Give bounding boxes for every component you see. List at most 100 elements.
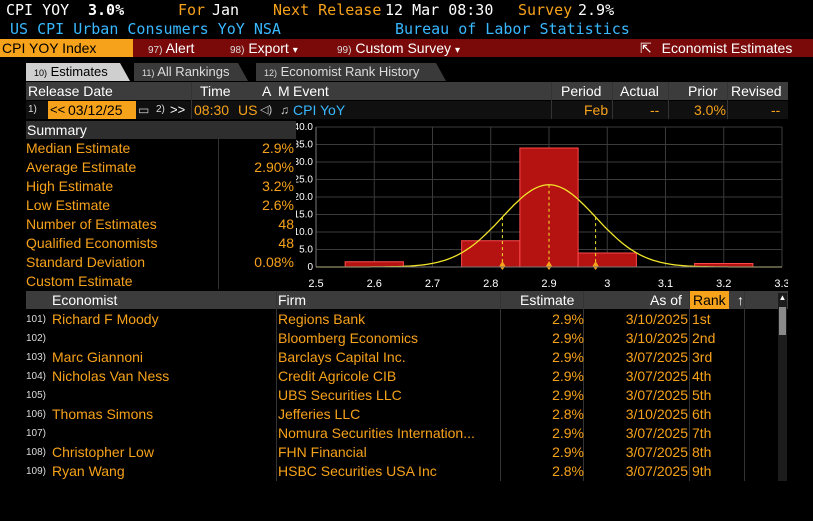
asof-date: 3/10/2025 — [625, 311, 688, 327]
col-asof[interactable]: As of — [650, 292, 682, 308]
scrollbar[interactable]: ▲ — [778, 293, 787, 481]
firm-name[interactable]: UBS Securities LLC — [278, 387, 402, 403]
firm-name[interactable]: Barclays Capital Inc. — [278, 349, 406, 365]
prev-date-button[interactable]: << — [48, 101, 68, 119]
rank-value: 9th — [692, 463, 712, 479]
for-value: Jan — [212, 1, 240, 19]
tab-economist-rank-history[interactable]: 12) Economist Rank History — [256, 63, 446, 81]
table-row[interactable]: 108) Christopher Low FHN Financial 2.9% … — [26, 443, 776, 462]
index-button[interactable]: CPI YOY Index — [0, 39, 133, 57]
summary-row: High Estimate 3.2% — [26, 177, 296, 196]
prev-num: 1) — [28, 104, 37, 115]
table-row[interactable]: 101) Richard F Moody Regions Bank 2.9% 3… — [26, 310, 776, 329]
col-actual: Actual — [620, 83, 659, 99]
asof-date: 3/07/2025 — [625, 387, 688, 403]
export-num: 98) — [230, 45, 245, 56]
firm-name[interactable]: Credit Agricole CIB — [278, 368, 397, 384]
divider — [727, 82, 728, 119]
external-link-icon: ⇱ — [640, 40, 652, 56]
summary-label: Standard Deviation — [26, 254, 146, 270]
alert-label: Alert — [165, 40, 195, 56]
firm-name[interactable]: Regions Bank — [278, 311, 366, 327]
economist-estimates-label: Economist Estimates — [661, 40, 793, 56]
custom-survey-button[interactable]: 99) Custom Survey ▾ — [337, 39, 460, 57]
estimate-value: 2.9% — [552, 444, 584, 460]
histogram-bar — [577, 252, 637, 268]
divider — [612, 82, 613, 119]
firm-name[interactable]: FHN Financial — [278, 444, 367, 460]
summary-value: 0.08% — [254, 254, 294, 270]
firm-name[interactable]: Nomura Securities Internation... — [278, 425, 475, 441]
economist-name[interactable]: Ryan Wang — [52, 463, 125, 479]
divider — [191, 82, 192, 119]
summary-label: Qualified Economists — [26, 235, 158, 251]
for-label: For — [178, 1, 206, 19]
summary-value: 2.9% — [262, 140, 294, 156]
summary-row: Median Estimate 2.9% — [26, 139, 296, 158]
economist-name[interactable]: Thomas Simons — [52, 406, 154, 422]
histogram-bar — [461, 240, 521, 268]
speaker-icon[interactable]: ◁) — [260, 104, 273, 116]
summary-label: Number of Estimates — [26, 216, 157, 232]
bell-icon[interactable]: ♫ — [280, 103, 289, 117]
asof-date: 3/07/2025 — [625, 425, 688, 441]
divider — [500, 291, 501, 481]
release-date-input[interactable]: 03/12/25 — [66, 101, 136, 119]
summary-row: Number of Estimates 48 — [26, 215, 296, 234]
table-row[interactable]: 109) Ryan Wang HSBC Securities USA Inc 2… — [26, 462, 776, 481]
economist-name[interactable]: Christopher Low — [52, 444, 154, 460]
summary-label: Custom Estimate — [26, 273, 133, 289]
row-index: 103) — [26, 352, 47, 363]
col-period: Period — [561, 83, 602, 99]
sort-icon[interactable]: ↑ — [737, 292, 744, 308]
release-time: 08:30 — [194, 102, 230, 118]
firm-name[interactable]: Bloomberg Economics — [278, 330, 419, 346]
scroll-up-icon[interactable]: ▲ — [778, 293, 787, 302]
y-tick-label: 35.0 — [296, 140, 313, 151]
scrollbar-thumb[interactable] — [779, 307, 786, 335]
x-tick-label: 2.6 — [367, 278, 382, 290]
table-row[interactable]: 106) Thomas Simons Jefferies LLC 2.8% 3/… — [26, 405, 776, 424]
estimate-marker — [499, 261, 506, 270]
col-time: Time — [200, 83, 231, 99]
table-row[interactable]: 102) Bloomberg Economics 2.9% 3/10/2025 … — [26, 329, 776, 348]
summary-value: 2.6% — [262, 197, 294, 213]
table-row[interactable]: 107) Nomura Securities Internation... 2.… — [26, 424, 776, 443]
tab-estimates[interactable]: 10) Estimates — [26, 63, 130, 81]
table-row[interactable]: 104) Nicholas Van Ness Credit Agricole C… — [26, 367, 776, 386]
source: Bureau of Labor Statistics — [395, 20, 630, 38]
summary-row[interactable]: Custom Estimate — [26, 272, 296, 291]
calendar-icon[interactable]: ▭ — [138, 103, 150, 117]
release-actual: -- — [650, 102, 660, 118]
export-button[interactable]: 98) Export ▾ — [230, 39, 298, 57]
divider — [668, 82, 669, 119]
row-index: 105) — [26, 390, 47, 401]
tab-num: 12) — [264, 68, 278, 78]
col-prior: Prior — [688, 83, 718, 99]
firm-name[interactable]: HSBC Securities USA Inc — [278, 463, 437, 479]
x-tick-label: 3 — [604, 278, 610, 290]
next-date-button[interactable]: >> — [170, 102, 186, 117]
release-period: Feb — [584, 102, 609, 118]
x-tick-label: 2.8 — [483, 278, 498, 290]
table-row[interactable]: 103) Marc Giannoni Barclays Capital Inc.… — [26, 348, 776, 367]
release-header-row: Release Date Time A M Event Period Actua… — [26, 82, 788, 100]
estimate-value: 2.9% — [552, 425, 584, 441]
alert-button[interactable]: 97) Alert — [148, 39, 194, 57]
col-estimate[interactable]: Estimate — [520, 292, 575, 308]
y-tick-label: 40.0 — [296, 122, 313, 133]
summary-row: Qualified Economists 48 — [26, 234, 296, 253]
col-rank[interactable]: Rank — [690, 291, 729, 309]
index-label: CPI YOY Index — [2, 40, 97, 56]
release-event[interactable]: CPI YoY — [293, 102, 346, 118]
economist-estimates-button[interactable]: ⇱ Economist Estimates — [640, 39, 792, 57]
firm-name[interactable]: Jefferies LLC — [278, 406, 361, 422]
table-row[interactable]: 105) UBS Securities LLC 2.9% 3/07/2025 5… — [26, 386, 776, 405]
tab-all-rankings[interactable]: 11) All Rankings — [134, 63, 248, 81]
economist-name[interactable]: Nicholas Van Ness — [52, 368, 170, 384]
economist-name[interactable]: Richard F Moody — [52, 311, 159, 327]
col-economist[interactable]: Economist — [52, 292, 118, 308]
subtitle: US CPI Urban Consumers YoY NSA — [10, 20, 281, 38]
economist-name[interactable]: Marc Giannoni — [52, 349, 144, 365]
col-firm[interactable]: Firm — [278, 292, 306, 308]
